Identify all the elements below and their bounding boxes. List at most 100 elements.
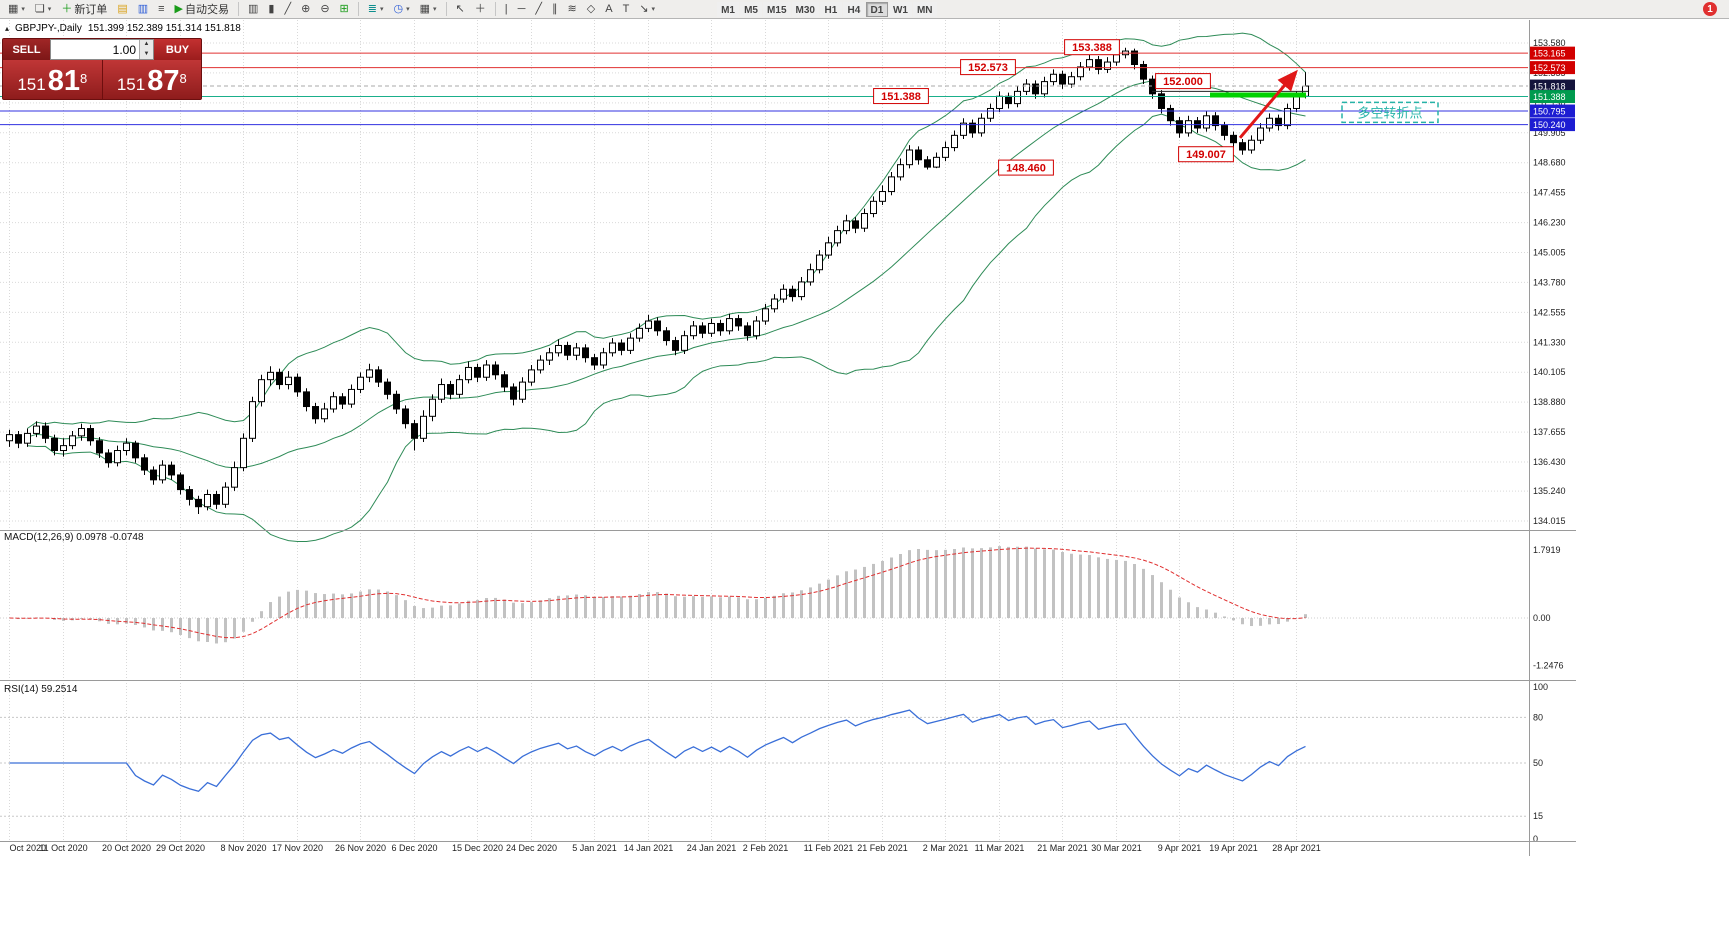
svg-text:147.455: 147.455 bbox=[1533, 188, 1566, 198]
timeframe-h1[interactable]: H1 bbox=[819, 1, 842, 17]
toolbar-separator bbox=[357, 2, 359, 16]
note-annotation-box bbox=[1341, 101, 1439, 124]
buy-price-button[interactable]: 151 87 8 bbox=[102, 60, 201, 99]
indicators-button[interactable]: ≣ ▾ bbox=[364, 1, 388, 18]
shapes-button[interactable]: ◇ bbox=[583, 1, 599, 18]
text-label-button[interactable]: T bbox=[619, 1, 634, 18]
new-order-button[interactable]: ＋新订单 bbox=[57, 1, 111, 18]
timeframe-m15[interactable]: M15 bbox=[763, 1, 791, 17]
autotrading-label: 自动交易 bbox=[185, 4, 230, 16]
ohlc-readout: 151.399 152.389 151.314 151.818 bbox=[87, 23, 241, 34]
new-order-label: 新订单 bbox=[74, 4, 108, 16]
data-window-icon: ▥ bbox=[137, 2, 149, 15]
rsi-label: RSI(14) 59.2514 bbox=[4, 684, 78, 695]
chart-title: ▴ GBPJPY-,Daily 151.399 152.389 151.314 … bbox=[5, 23, 241, 34]
svg-text:21 Feb 2021: 21 Feb 2021 bbox=[857, 843, 908, 853]
svg-text:152.573: 152.573 bbox=[1533, 63, 1566, 73]
tile-windows-button[interactable]: ⊞ bbox=[336, 1, 353, 18]
text-label-icon: T bbox=[622, 2, 630, 15]
sell-price-button[interactable]: 151 81 8 bbox=[3, 60, 103, 99]
svg-text:8 Nov 2020: 8 Nov 2020 bbox=[220, 843, 266, 853]
new-chart-button[interactable]: ▦ ▾ bbox=[4, 1, 29, 18]
svg-text:14 Jan 2021: 14 Jan 2021 bbox=[624, 843, 674, 853]
price-annotation-box bbox=[873, 88, 929, 105]
svg-text:146.230: 146.230 bbox=[1533, 218, 1566, 228]
volume-value[interactable]: 1.00 bbox=[112, 42, 136, 57]
line-chart-button[interactable]: ╱ bbox=[280, 1, 295, 18]
svg-text:140.105: 140.105 bbox=[1533, 367, 1566, 377]
autotrading-play-icon: ▶ bbox=[174, 2, 184, 15]
svg-text:150.795: 150.795 bbox=[1533, 107, 1566, 117]
svg-text:150.240: 150.240 bbox=[1533, 120, 1566, 130]
volume-stepper[interactable]: 1.00 ▲ ▼ bbox=[50, 39, 154, 60]
notification-badge[interactable]: 1 bbox=[1703, 2, 1717, 16]
buy-button[interactable]: BUY bbox=[154, 39, 201, 60]
cursor-button[interactable]: ↖ bbox=[452, 1, 469, 18]
svg-text:50: 50 bbox=[1533, 758, 1543, 768]
timeframe-m5[interactable]: M5 bbox=[740, 1, 763, 17]
trendline-icon: ╱ bbox=[535, 2, 543, 15]
market-watch-button[interactable]: ▤ bbox=[113, 1, 131, 18]
zoom-out-button[interactable]: ⊖ bbox=[316, 1, 333, 18]
volume-spinner[interactable]: ▲ ▼ bbox=[139, 40, 153, 59]
autotrading-button[interactable]: ▶ 自动交易 bbox=[171, 1, 233, 18]
svg-text:136.430: 136.430 bbox=[1533, 457, 1566, 467]
svg-text:15 Dec 2020: 15 Dec 2020 bbox=[452, 843, 503, 853]
sell-price-prefix: 151 bbox=[17, 75, 46, 94]
rsi-pane bbox=[0, 709, 1528, 817]
trendline-button[interactable]: ╱ bbox=[531, 1, 546, 18]
chevron-down-icon: ▾ bbox=[433, 6, 437, 13]
shapes-icon: ◇ bbox=[586, 2, 596, 15]
svg-text:153.165: 153.165 bbox=[1533, 49, 1566, 59]
templates-button[interactable]: ▦ ▾ bbox=[416, 1, 441, 18]
one-click-collapse-icon[interactable]: ▴ bbox=[5, 24, 10, 33]
sell-price-sup: 8 bbox=[79, 71, 88, 86]
sell-button[interactable]: SELL bbox=[3, 39, 50, 60]
profiles-button[interactable]: ❏ ▾ bbox=[31, 1, 55, 18]
price-tag bbox=[1530, 46, 1575, 60]
svg-text:2 Feb 2021: 2 Feb 2021 bbox=[743, 843, 789, 853]
zoom-in-button[interactable]: ⊕ bbox=[297, 1, 314, 18]
svg-text:5 Jan 2021: 5 Jan 2021 bbox=[572, 843, 617, 853]
vertical-line-button[interactable]: | bbox=[501, 1, 512, 18]
timeframe-w1[interactable]: W1 bbox=[888, 1, 912, 17]
svg-text:11 Feb 2021: 11 Feb 2021 bbox=[804, 843, 854, 853]
arrow-tool-icon: ↘ bbox=[639, 2, 649, 15]
price-annotation-box bbox=[960, 59, 1016, 76]
svg-text:29 Oct 2020: 29 Oct 2020 bbox=[156, 843, 205, 853]
timeframe-m1[interactable]: M1 bbox=[717, 1, 740, 17]
bar-chart-button[interactable]: ▥ bbox=[244, 1, 262, 18]
spinner-up-icon[interactable]: ▲ bbox=[140, 40, 153, 50]
timeframe-m30[interactable]: M30 bbox=[791, 1, 819, 17]
cursor-icon: ↖ bbox=[455, 2, 465, 15]
channel-button[interactable]: ∥ bbox=[548, 1, 562, 18]
svg-text:6 Dec 2020: 6 Dec 2020 bbox=[391, 843, 437, 853]
zoom-out-icon: ⊖ bbox=[320, 2, 330, 15]
arrows-button[interactable]: ↘ ▾ bbox=[635, 1, 659, 18]
periods-button[interactable]: ◷ ▾ bbox=[390, 1, 414, 18]
drawn-objects[interactable]: 153.388 152.573 151.388 152.000 149.007 148.4… bbox=[0, 39, 1528, 176]
timeframe-group: M1 M5 M15 M30 H1 H4 D1 W1 MN bbox=[717, 1, 937, 17]
navigator-button[interactable]: ≡ bbox=[154, 1, 168, 18]
candlestick-chart-button[interactable]: ▮ bbox=[264, 1, 278, 18]
data-window-button[interactable]: ▥ bbox=[134, 1, 152, 18]
timeframe-mn[interactable]: MN bbox=[912, 1, 937, 17]
fibonacci-icon: ≋ bbox=[567, 2, 577, 15]
horizontal-line-button[interactable]: ─ bbox=[514, 1, 530, 18]
template-icon: ▦ bbox=[419, 2, 431, 15]
svg-text:0.00: 0.00 bbox=[1533, 613, 1551, 623]
svg-text:9 Apr 2021: 9 Apr 2021 bbox=[1158, 843, 1202, 853]
svg-text:Oct 2020: Oct 2020 bbox=[10, 843, 47, 853]
crosshair-button[interactable]: ＋ bbox=[471, 1, 490, 18]
fibonacci-button[interactable]: ≋ bbox=[564, 1, 581, 18]
chevron-down-icon: ▾ bbox=[406, 6, 410, 13]
timeframe-h4[interactable]: H4 bbox=[842, 1, 865, 17]
price-axis[interactable]: 153.580152.355151.130149.905148.680147.4… bbox=[1530, 38, 1575, 844]
svg-text:17 Nov 2020: 17 Nov 2020 bbox=[272, 843, 323, 853]
timeframe-d1[interactable]: D1 bbox=[865, 1, 888, 17]
text-button[interactable]: A bbox=[601, 1, 616, 18]
spinner-down-icon[interactable]: ▼ bbox=[140, 49, 153, 59]
